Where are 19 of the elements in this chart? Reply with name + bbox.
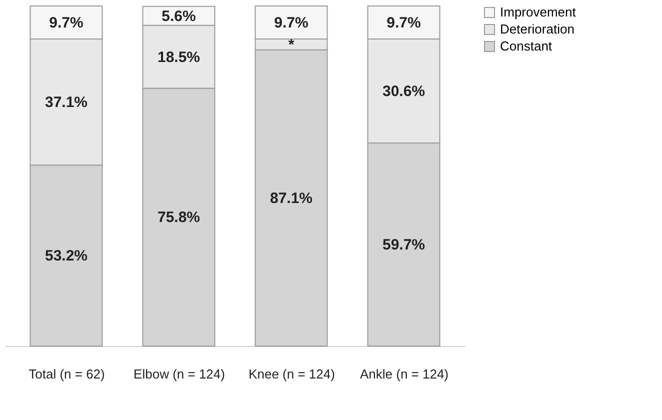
data-label: 9.7% (386, 14, 421, 32)
data-label: * (288, 36, 294, 54)
data-label: 30.6% (382, 83, 426, 100)
data-label: 59.7% (382, 236, 426, 254)
x-tick-label: Elbow (n = 124) (134, 366, 225, 382)
data-label: 53.2% (44, 248, 88, 265)
legend-label: Constant (500, 38, 552, 54)
x-tick-label: Knee (n = 124) (248, 366, 335, 382)
data-label: 9.7% (49, 14, 84, 32)
data-label: 37.1% (44, 94, 88, 112)
legend-label: Improvement (500, 4, 576, 20)
data-label: 75.8% (157, 209, 200, 226)
x-tick-label: Ankle (n = 124) (360, 366, 449, 382)
data-label: 87.1% (270, 190, 313, 207)
legend-label: Deterioration (500, 22, 574, 36)
data-label: 5.6% (162, 8, 196, 25)
data-label: 9.7% (274, 14, 308, 32)
data-label: 18.5% (157, 48, 200, 66)
x-tick-label: Total (n = 62) (28, 366, 105, 382)
